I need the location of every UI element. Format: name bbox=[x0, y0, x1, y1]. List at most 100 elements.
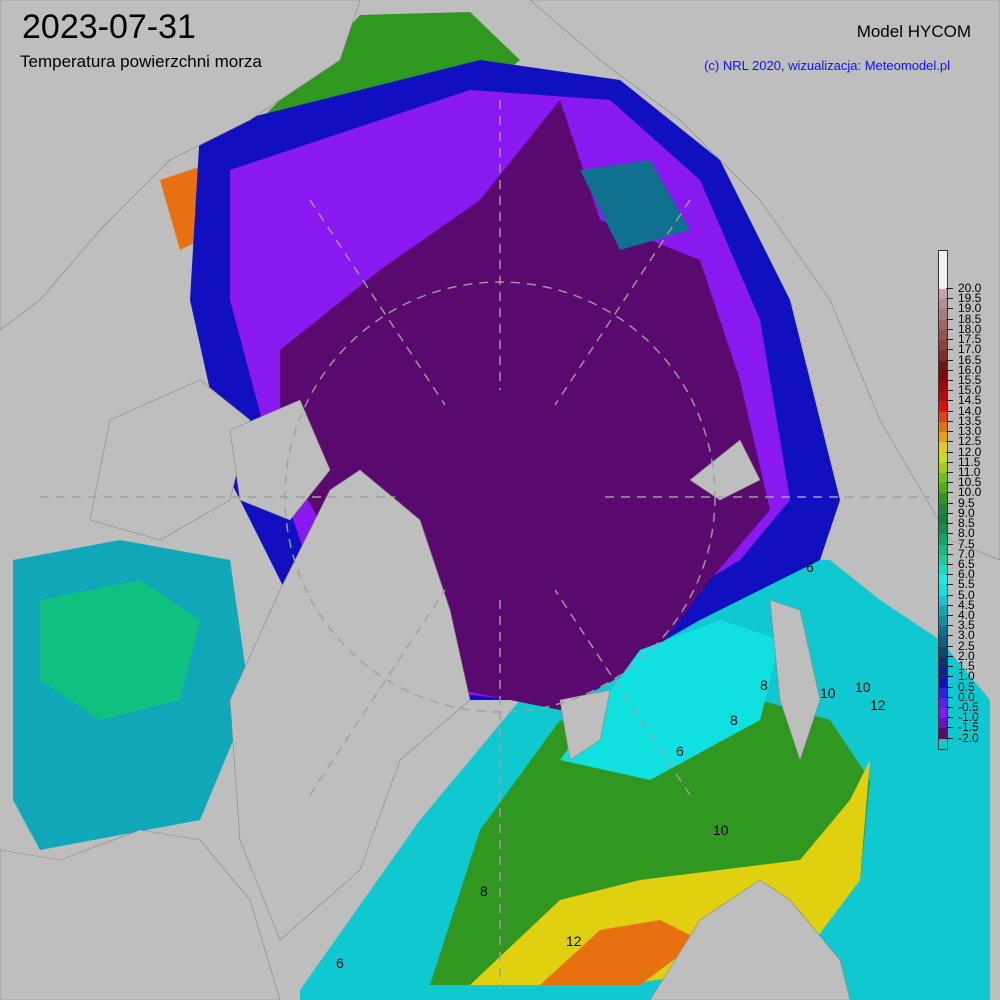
colorbar-tick bbox=[946, 543, 953, 545]
contour-label: 10 bbox=[820, 685, 836, 701]
colorbar-segment bbox=[939, 360, 947, 372]
meridian bbox=[554, 199, 691, 406]
colorbar-tick bbox=[946, 655, 953, 657]
colorbar-tick bbox=[946, 502, 953, 504]
colorbar-tick-label: -1.0 bbox=[958, 710, 979, 725]
colorbar-segment bbox=[939, 483, 947, 494]
contour-label: 8 bbox=[760, 677, 768, 693]
colorbar-tick bbox=[946, 420, 953, 422]
colorbar-segment bbox=[939, 575, 947, 586]
colorbar-tick-label: 9.0 bbox=[958, 505, 975, 520]
colorbar-segment bbox=[939, 708, 947, 719]
colorbar-segment bbox=[939, 370, 947, 382]
colorbar-tick-label: 17.5 bbox=[958, 332, 982, 347]
colorbar-tick-label: -2.0 bbox=[958, 730, 979, 745]
colorbar-segment-above-max bbox=[939, 251, 947, 289]
colorbar-tick-label: 13.5 bbox=[958, 413, 982, 428]
canadian-islands bbox=[89, 379, 251, 541]
colorbar-tick-label: 7.0 bbox=[958, 546, 975, 561]
colorbar-tick-label: 6.5 bbox=[958, 556, 975, 571]
colorbar-tick bbox=[946, 707, 953, 709]
colorbar-segment bbox=[939, 626, 947, 637]
colorbar-tick bbox=[946, 431, 953, 433]
colorbar-segment bbox=[939, 534, 947, 545]
colorbar-tick-label: 7.5 bbox=[958, 536, 975, 551]
siberia bbox=[529, 0, 1000, 561]
colorbar-tick-label: 5.0 bbox=[958, 587, 975, 602]
colorbar-tick bbox=[946, 349, 953, 351]
colorbar-tick-label: 6.0 bbox=[958, 567, 975, 582]
graticule bbox=[40, 100, 930, 990]
colorbar-tick bbox=[946, 594, 953, 596]
contour-labels: 6 8 10 10 12 6 8 10 12 6 8 bbox=[336, 559, 886, 971]
colorbar-segment bbox=[939, 667, 947, 678]
colorbar-tick-label: 3.5 bbox=[958, 618, 975, 633]
colorbar-tick bbox=[946, 379, 953, 381]
contour-label: 10 bbox=[855, 679, 871, 695]
colorbar-tick-label: 4.5 bbox=[958, 597, 975, 612]
colorbar-tick bbox=[946, 410, 953, 412]
colorbar-tick bbox=[946, 523, 953, 525]
colorbar-segment bbox=[939, 636, 947, 648]
greenland bbox=[229, 469, 471, 941]
colorbar-tick bbox=[946, 318, 953, 320]
hudson-green bbox=[40, 580, 200, 720]
colorbar-tick bbox=[946, 369, 953, 371]
colorbar-tick bbox=[946, 696, 953, 698]
colorbar-tick bbox=[946, 625, 953, 627]
colorbar-tick-label: 12.0 bbox=[958, 444, 982, 459]
colorbar-tick bbox=[946, 635, 953, 637]
colorbar-segment bbox=[939, 493, 947, 505]
colorbar-tick-label: 2.5 bbox=[958, 638, 975, 653]
colorbar-tick-label: 1.0 bbox=[958, 669, 975, 684]
colorbar-segment bbox=[939, 544, 947, 556]
colorbar-segment bbox=[939, 401, 947, 413]
colorbar-tick-label: 11.0 bbox=[958, 464, 981, 479]
colorbar-tick-label: 15.5 bbox=[958, 372, 982, 387]
ellesmere bbox=[229, 399, 331, 521]
meridian bbox=[309, 199, 446, 406]
colorbar-segment bbox=[939, 554, 947, 566]
contour-label: 12 bbox=[870, 697, 886, 713]
franz-josef-land bbox=[689, 439, 761, 501]
colorbar-segment bbox=[939, 585, 947, 597]
colorbar-segment bbox=[939, 605, 947, 617]
colorbar-tick-label: 10.0 bbox=[958, 485, 982, 500]
colorbar-segment bbox=[939, 687, 947, 699]
orange-coastal-zone bbox=[540, 920, 700, 985]
colorbar-segment bbox=[939, 299, 947, 310]
colorbar-tick-label: 2.0 bbox=[958, 648, 975, 663]
colorbar-segment bbox=[939, 646, 947, 658]
colorbar-tick-label: 16.5 bbox=[958, 352, 982, 367]
colorbar-segment bbox=[939, 472, 947, 484]
colorbar-segment bbox=[939, 564, 947, 576]
colorbar-segment bbox=[939, 616, 947, 627]
colorbar-tick-label: 10.5 bbox=[958, 475, 982, 490]
colorbar-tick-label: 19.0 bbox=[958, 301, 982, 316]
colorbar-segment bbox=[939, 524, 947, 535]
colorbar-segment bbox=[939, 442, 947, 454]
colorbar-tick bbox=[946, 461, 953, 463]
colorbar-segment bbox=[939, 432, 947, 443]
colorbar-segment bbox=[939, 677, 947, 689]
colorbar bbox=[938, 250, 948, 750]
map-subtitle: Temperatura powierzchni morza bbox=[20, 52, 262, 71]
colorbar-segment bbox=[939, 718, 947, 729]
colorbar-tick bbox=[946, 553, 953, 555]
colorbar-tick bbox=[946, 471, 953, 473]
colorbar-segment bbox=[939, 656, 947, 668]
colorbar-segment bbox=[939, 421, 947, 433]
model-name: Model HYCOM bbox=[856, 22, 971, 41]
colorbar-tick-label: 0.5 bbox=[958, 679, 975, 694]
colorbar-tick bbox=[946, 400, 953, 402]
colorbar-tick bbox=[946, 298, 953, 300]
colorbar-tick-label: 14.5 bbox=[958, 393, 982, 408]
colorbar-tick-label: 18.0 bbox=[958, 321, 982, 336]
colorbar-segment bbox=[939, 391, 947, 402]
colorbar-tick bbox=[946, 686, 953, 688]
colorbar-segment bbox=[939, 503, 947, 515]
colorbar-tick bbox=[946, 328, 953, 330]
colorbar-segment bbox=[939, 462, 947, 474]
contour-label: 6 bbox=[336, 955, 344, 971]
